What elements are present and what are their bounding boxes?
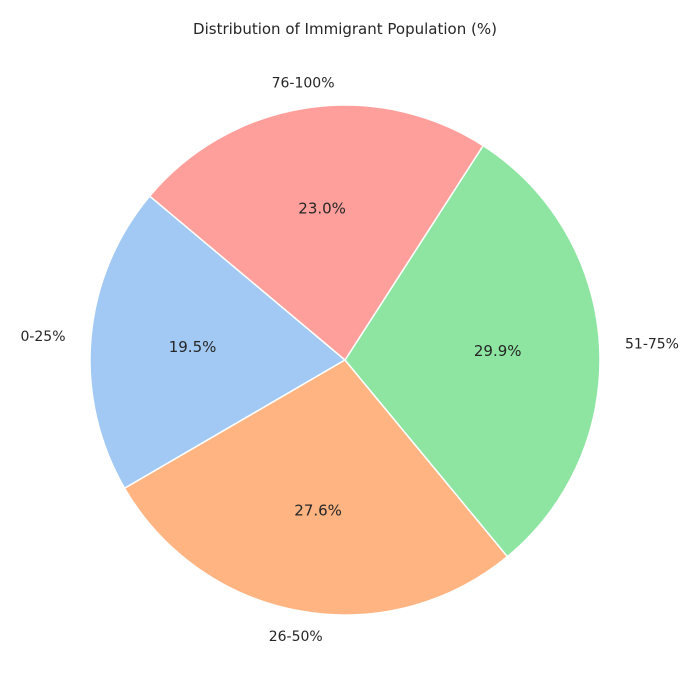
pie-slice-pct-label-1: 27.6% xyxy=(294,502,342,520)
pie-slice-label-1: 26-50% xyxy=(269,629,323,645)
pie-slice-label-0: 0-25% xyxy=(20,329,65,345)
pie-slice-0 xyxy=(89,195,347,490)
pie-slice-label-3: 76-100% xyxy=(272,76,335,92)
pie-slice-pct-label-0: 19.5% xyxy=(169,338,217,356)
pie-slice-3 xyxy=(148,104,485,362)
pie-slice-label-2: 51-75% xyxy=(625,336,679,352)
pie-slice-pct-label-2: 29.9% xyxy=(474,342,522,360)
pie-slice-1 xyxy=(123,359,509,616)
pie-slice-2 xyxy=(344,144,601,558)
pie-slice-pct-label-3: 23.0% xyxy=(298,200,346,218)
pie-labels: 19.5% 0-25% 27.6% 26-50% 29.9% 51-75% 23.0% 76-… xyxy=(20,76,679,645)
pie-slices xyxy=(89,104,601,616)
chart-title: Distribution of Immigrant Population (%) xyxy=(193,20,497,38)
